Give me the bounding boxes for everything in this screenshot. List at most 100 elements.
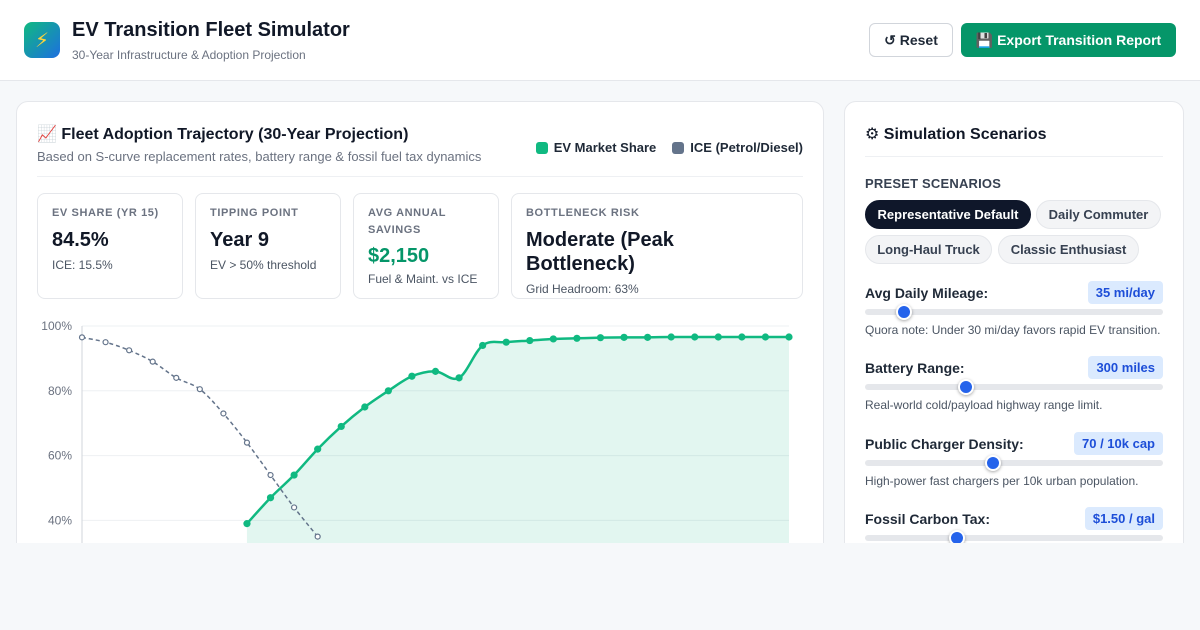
ice-data-point	[78, 334, 86, 341]
ev-data-point	[502, 338, 510, 346]
legend-label-ice: ICE (Petrol/Diesel)	[690, 140, 803, 155]
ice-data-point	[196, 386, 203, 393]
stat-label: TIPPING POINT	[210, 207, 299, 219]
ev-data-point	[691, 333, 699, 341]
y-tick-label: 40%	[48, 513, 72, 527]
ev-data-point	[620, 333, 628, 341]
slider-value-badge: $1.50 / gal	[1084, 507, 1163, 530]
ev-data-point	[573, 334, 581, 342]
legend-item-ev: EV Market Share	[535, 140, 657, 155]
ev-data-point	[266, 494, 275, 502]
ev-data-point	[408, 372, 416, 380]
slider-track[interactable]	[865, 304, 1163, 320]
stat-card-bottleneck: BOTTLENECK RISK Moderate (Peak Bottlenec…	[511, 193, 803, 299]
ev-data-point	[526, 336, 534, 345]
ev-data-point	[644, 333, 652, 341]
ev-data-point	[785, 333, 793, 341]
stat-label: EV SHARE (YR 15)	[52, 207, 159, 219]
slider-value-badge: 300 miles	[1088, 356, 1163, 379]
scenarios-title: ⚙ Simulation Scenarios	[865, 126, 1047, 143]
ice-data-point	[149, 358, 156, 365]
ev-data-point	[596, 334, 605, 342]
divider	[865, 156, 1163, 157]
ev-data-point	[479, 341, 487, 350]
stat-value: $2,150	[368, 245, 430, 267]
scenarios-panel: ⚙ Simulation Scenarios PRESET SCENARIOS …	[844, 101, 1184, 561]
stat-card-savings: AVG ANNUAL SAVINGS $2,150 Fuel & Maint. …	[353, 193, 499, 299]
ice-data-point	[243, 439, 251, 446]
ev-data-point	[290, 471, 298, 479]
stat-note: Fuel & Maint. vs ICE	[368, 272, 478, 286]
legend-label-ev: EV Market Share	[553, 140, 657, 155]
y-tick-label: 80%	[48, 384, 72, 398]
export-report-button[interactable]: 💾 Export Transition Report	[961, 23, 1176, 57]
ev-data-point	[455, 374, 463, 382]
preset-daily-commuter[interactable]: Daily Commuter	[1036, 200, 1161, 229]
ev-swatch	[535, 141, 548, 154]
ev-data-point	[384, 387, 392, 395]
ice-data-point	[291, 504, 298, 511]
slider-thumb[interactable]	[958, 379, 975, 395]
stat-note: ICE: 15.5%	[52, 258, 113, 272]
ev-data-point	[549, 335, 557, 343]
ice-swatch	[672, 141, 685, 154]
y-tick-label: 60%	[48, 449, 72, 463]
ice-data-point	[220, 410, 227, 417]
ice-data-point	[102, 339, 109, 346]
ev-data-point	[314, 445, 322, 453]
app-header: ⚡ EV Transition Fleet Simulator 30-Year …	[0, 0, 1200, 81]
preset-representative-default[interactable]: Representative Default	[865, 200, 1031, 229]
stat-note: Grid Headroom: 63%	[526, 282, 639, 296]
slider-label: Avg Daily Mileage:	[865, 285, 989, 301]
ev-area	[246, 336, 789, 560]
slider-label: Public Charger Density:	[865, 436, 1024, 452]
ev-data-point	[761, 333, 770, 341]
chart-subtitle: Based on S-curve replacement rates, batt…	[37, 149, 482, 164]
app-title: EV Transition Fleet Simulator	[72, 19, 350, 41]
slider-track[interactable]	[865, 379, 1163, 395]
stat-value: Moderate (Peak Bottleneck)	[526, 229, 674, 275]
ev-data-point	[337, 422, 345, 431]
ev-data-point	[667, 333, 675, 341]
slider-value-badge: 35 mi/day	[1087, 281, 1163, 304]
ev-data-point	[738, 333, 746, 341]
slider-note: Real-world cold/payload highway range li…	[865, 398, 1103, 412]
stat-note: EV > 50% threshold	[210, 258, 317, 272]
ev-data-point	[431, 367, 440, 375]
chart-title: 📈 Fleet Adoption Trajectory (30-Year Pro…	[37, 126, 409, 143]
adoption-chart: 100% 80% 60% 40%	[17, 312, 823, 560]
slider-track[interactable]	[865, 530, 1163, 546]
stat-label: AVG ANNUAL SAVINGS	[368, 207, 446, 236]
y-tick-label: 100%	[41, 319, 72, 333]
adoption-chart-svg: 100% 80% 60% 40%	[41, 319, 793, 560]
viewport-bottom	[0, 543, 1200, 630]
reset-button[interactable]: ↺ Reset	[869, 23, 953, 57]
preset-long-haul-truck[interactable]: Long-Haul Truck	[865, 235, 992, 264]
slider-track[interactable]	[865, 455, 1163, 471]
divider	[37, 176, 803, 177]
ev-data-point	[243, 520, 251, 528]
slider-note: High-power fast chargers per 10k urban p…	[865, 474, 1139, 488]
stat-value: 84.5%	[52, 229, 109, 251]
slider-thumb[interactable]	[985, 455, 1002, 471]
legend-item-ice: ICE (Petrol/Diesel)	[672, 140, 803, 155]
lightning-icon: ⚡	[24, 22, 60, 58]
ev-data-point	[714, 333, 722, 341]
chart-legend: EV Market Share ICE (Petrol/Diesel)	[535, 140, 803, 155]
ice-data-point	[267, 471, 274, 479]
stat-label: BOTTLENECK RISK	[526, 207, 640, 219]
slider-value-badge: 70 / 10k cap	[1074, 432, 1163, 455]
app-subtitle: 30-Year Infrastructure & Adoption Projec…	[72, 48, 306, 62]
preset-classic-enthusiast[interactable]: Classic Enthusiast	[998, 235, 1139, 264]
adoption-trajectory-panel: 📈 Fleet Adoption Trajectory (30-Year Pro…	[16, 101, 824, 561]
slider-thumb[interactable]	[895, 304, 912, 320]
ev-data-point	[361, 403, 369, 411]
slider-label: Battery Range:	[865, 360, 965, 376]
stat-card-tipping-point: TIPPING POINT Year 9 EV > 50% threshold	[195, 193, 341, 299]
stat-value: Year 9	[210, 229, 269, 251]
ice-data-point	[173, 374, 180, 381]
preset-section-label: PRESET SCENARIOS	[865, 176, 1002, 191]
slider-label: Fossil Carbon Tax:	[865, 511, 990, 527]
stat-card-ev-share: EV SHARE (YR 15) 84.5% ICE: 15.5%	[37, 193, 183, 299]
ice-data-point	[126, 347, 133, 354]
